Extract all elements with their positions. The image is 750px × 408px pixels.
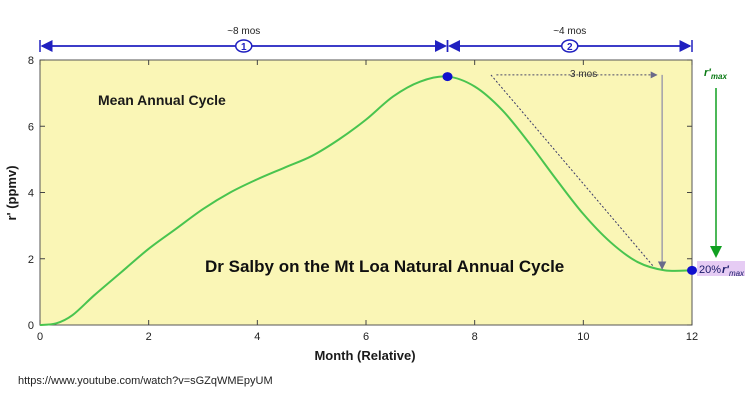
x-tick-label: 10 <box>577 331 589 343</box>
pct-main: r' <box>722 264 729 276</box>
pct-prefix: 20% <box>699 264 721 276</box>
x-tick-label: 0 <box>37 331 43 343</box>
pct-sub: max <box>729 269 745 278</box>
rmax-sub: max <box>711 72 728 81</box>
plot-area <box>39 59 693 326</box>
rmax-label: r'max <box>704 67 727 81</box>
x-tick-label: 12 <box>686 331 698 343</box>
interval-label: ~8 mos <box>227 26 260 37</box>
pct-rmax-label: 20%r'max <box>699 264 745 278</box>
axes: 0 2 4 6 8 10 12 0 2 4 6 8 <box>28 55 698 343</box>
point-marker <box>442 72 453 82</box>
y-tick-label: 6 <box>28 121 34 133</box>
interval-badge <box>561 39 579 53</box>
x-tick-label: 6 <box>363 331 369 343</box>
y-tick-label: 0 <box>28 320 34 332</box>
interval-label: ~4 mos <box>553 26 586 37</box>
y-tick-label: 2 <box>28 254 34 266</box>
decay-guides <box>490 71 722 270</box>
rmax-main: r' <box>704 67 711 79</box>
y-axis-label: r' (ppmv) <box>4 165 19 220</box>
point-marker <box>687 265 697 275</box>
annual-cycle-chart: 0 2 4 6 8 10 12 0 2 4 6 8 ~8 mos 1 ~4 mos 2 Mean Annua… <box>4 26 745 363</box>
interval-brackets: ~8 mos 1 ~4 mos 2 <box>39 26 693 53</box>
three-months-label: 3 mos <box>570 69 597 80</box>
pct-label-bg <box>697 261 745 276</box>
x-tick-label: 4 <box>254 331 260 343</box>
markers <box>442 72 697 275</box>
x-tick-label: 8 <box>472 331 478 343</box>
y-tick-label: 4 <box>28 188 34 200</box>
interval-badge <box>235 39 253 53</box>
chart-title: Mean Annual Cycle <box>98 92 226 108</box>
y-tick-label: 8 <box>28 55 34 67</box>
x-axis-label: Month (Relative) <box>314 348 415 363</box>
series-line <box>39 75 693 326</box>
tangent-line <box>490 74 655 268</box>
interval-badge-label: 2 <box>567 42 573 53</box>
interval-badge-label: 1 <box>241 42 247 53</box>
chart-annotation: Dr Salby on the Mt Loa Natural Annual Cy… <box>205 257 564 276</box>
x-tick-label: 2 <box>146 331 152 343</box>
source-url[interactable]: https://www.youtube.com/watch?v=sGZqWMEp… <box>18 375 273 387</box>
